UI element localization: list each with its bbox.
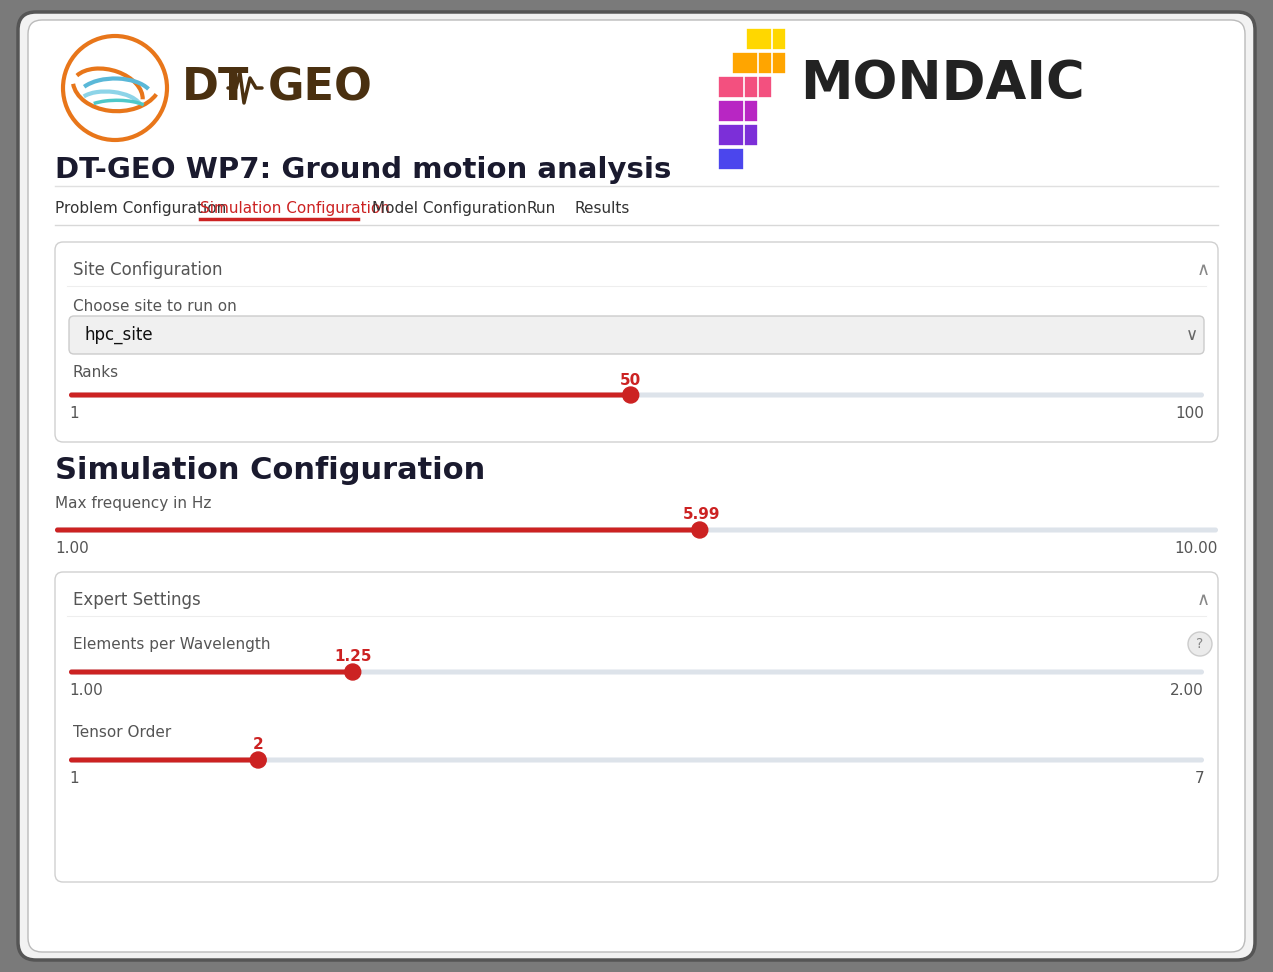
Text: Simulation Configuration: Simulation Configuration <box>200 200 390 216</box>
Text: GEO: GEO <box>269 66 373 110</box>
Text: Site Configuration: Site Configuration <box>73 261 223 279</box>
Bar <box>718 148 743 170</box>
Text: 1: 1 <box>69 771 79 785</box>
Text: 7: 7 <box>1194 771 1204 785</box>
Text: Choose site to run on: Choose site to run on <box>73 298 237 314</box>
Circle shape <box>691 522 708 538</box>
Text: 1.00: 1.00 <box>55 540 89 556</box>
Circle shape <box>345 664 360 680</box>
Text: MONDAIC: MONDAIC <box>799 58 1085 110</box>
FancyBboxPatch shape <box>69 393 630 398</box>
FancyBboxPatch shape <box>55 528 700 533</box>
Text: Run: Run <box>527 200 556 216</box>
FancyBboxPatch shape <box>69 670 353 675</box>
FancyBboxPatch shape <box>55 242 1218 442</box>
Bar <box>732 76 757 98</box>
Bar <box>732 52 757 74</box>
Text: ∨: ∨ <box>1186 326 1198 344</box>
Text: 100: 100 <box>1175 405 1204 421</box>
Text: Tensor Order: Tensor Order <box>73 724 172 740</box>
Circle shape <box>251 752 266 768</box>
Bar <box>746 76 771 98</box>
FancyBboxPatch shape <box>69 670 1204 675</box>
FancyBboxPatch shape <box>69 757 258 762</box>
Text: Model Configuration: Model Configuration <box>372 200 527 216</box>
Text: Problem Configuration: Problem Configuration <box>55 200 227 216</box>
FancyBboxPatch shape <box>28 20 1245 952</box>
Bar <box>732 124 757 146</box>
Text: Elements per Wavelength: Elements per Wavelength <box>73 637 270 651</box>
Text: 1: 1 <box>69 405 79 421</box>
Bar <box>718 76 743 98</box>
Circle shape <box>1188 632 1212 656</box>
FancyBboxPatch shape <box>69 757 1204 762</box>
FancyBboxPatch shape <box>18 12 1255 960</box>
FancyBboxPatch shape <box>55 572 1218 882</box>
FancyBboxPatch shape <box>55 528 1218 533</box>
Text: 5.99: 5.99 <box>684 506 721 522</box>
Text: hpc_site: hpc_site <box>85 326 154 344</box>
Text: 1.25: 1.25 <box>334 648 372 664</box>
Bar <box>718 124 743 146</box>
Bar <box>760 52 785 74</box>
Circle shape <box>622 387 639 403</box>
Text: Max frequency in Hz: Max frequency in Hz <box>55 496 211 510</box>
Text: Expert Settings: Expert Settings <box>73 591 201 609</box>
Text: ?: ? <box>1197 637 1204 651</box>
Bar <box>746 28 771 50</box>
Text: DT: DT <box>182 66 250 110</box>
Bar <box>760 28 785 50</box>
Text: Ranks: Ranks <box>73 364 120 379</box>
Text: 2: 2 <box>253 737 264 751</box>
Bar <box>746 52 771 74</box>
Text: DT-GEO WP7: Ground motion analysis: DT-GEO WP7: Ground motion analysis <box>55 156 671 184</box>
Text: Simulation Configuration: Simulation Configuration <box>55 456 485 484</box>
FancyBboxPatch shape <box>69 393 1204 398</box>
FancyBboxPatch shape <box>69 316 1204 354</box>
Text: 10.00: 10.00 <box>1175 540 1218 556</box>
Bar <box>718 100 743 122</box>
Text: 1.00: 1.00 <box>69 682 103 698</box>
Text: 50: 50 <box>620 372 642 388</box>
Text: ∧: ∧ <box>1197 591 1209 609</box>
Text: ∧: ∧ <box>1197 261 1209 279</box>
Text: Results: Results <box>575 200 630 216</box>
Text: 2.00: 2.00 <box>1170 682 1204 698</box>
Bar <box>732 100 757 122</box>
